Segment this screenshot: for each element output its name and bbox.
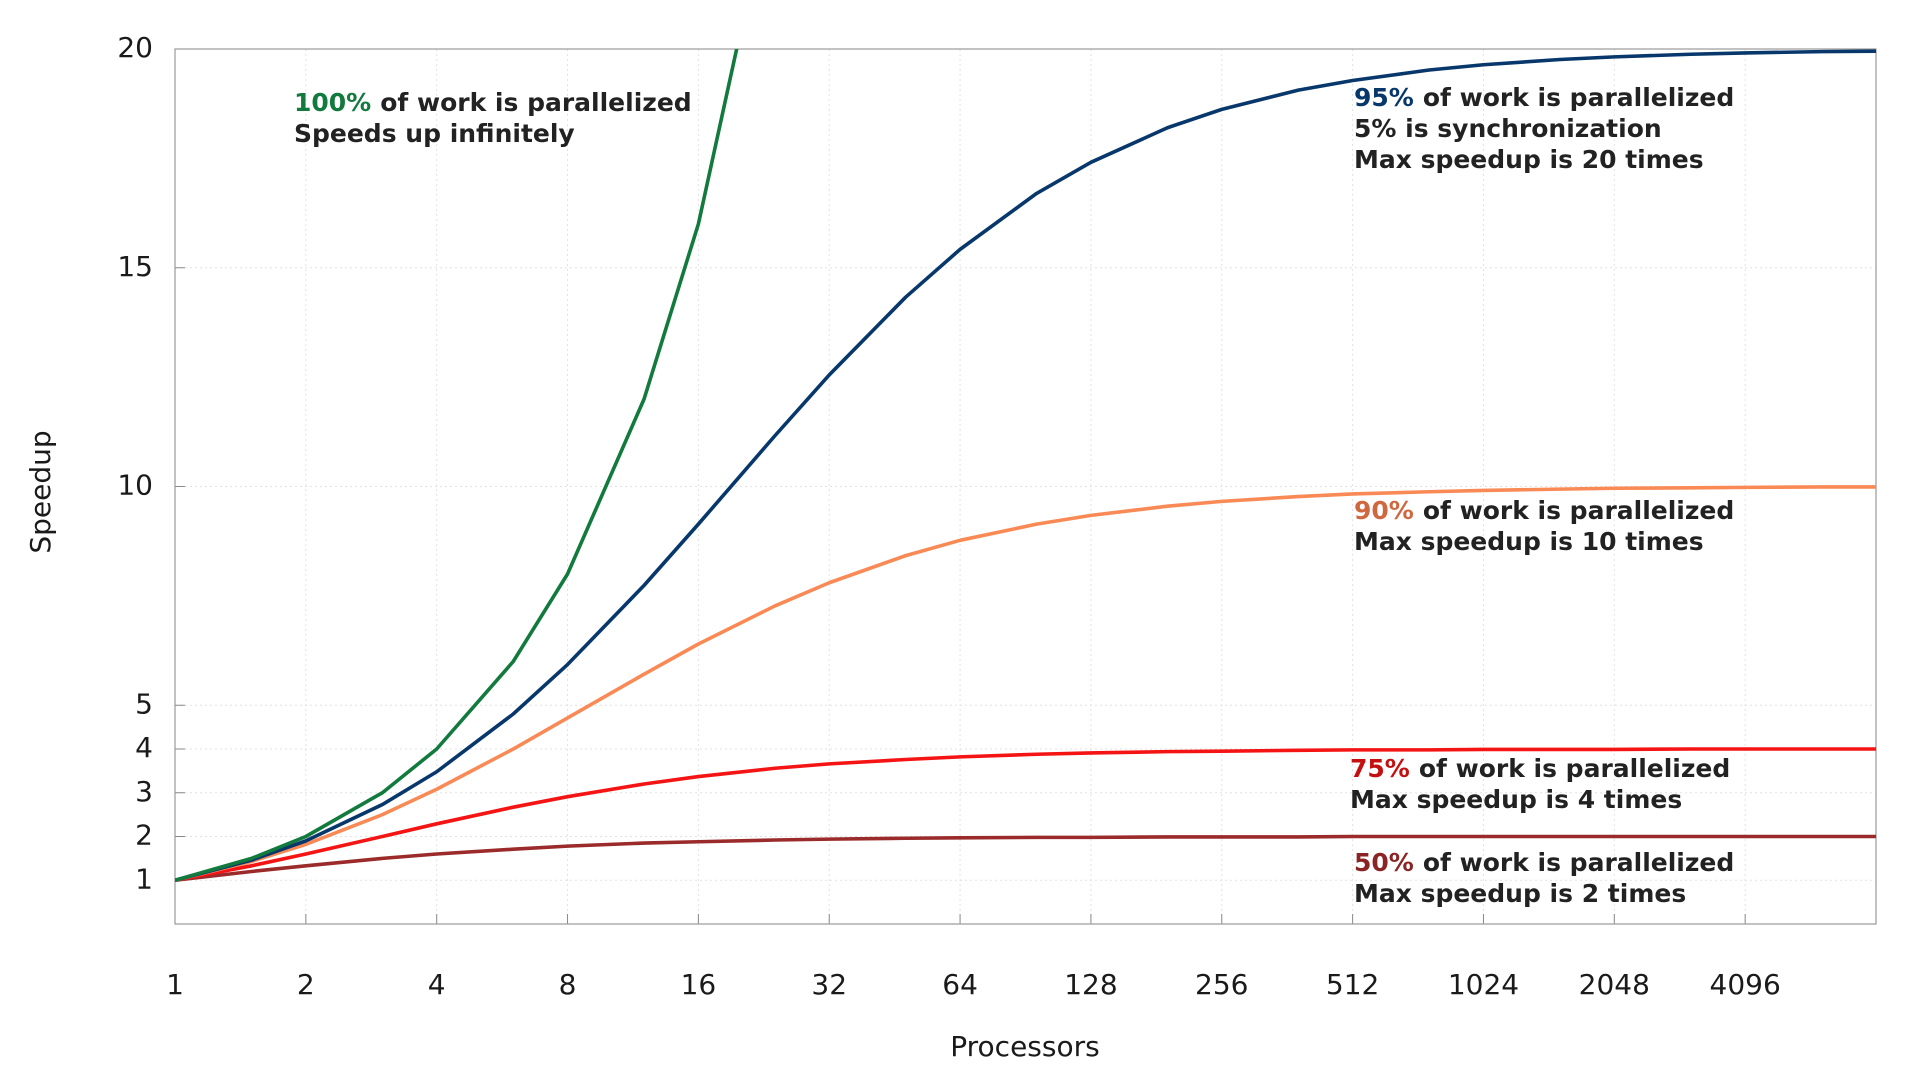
x-tick-label: 1024 bbox=[1448, 968, 1519, 1001]
x-tick-label: 16 bbox=[681, 968, 717, 1001]
y-tick-label: 3 bbox=[135, 775, 153, 808]
annotation: 75% of work is parallelized bbox=[1350, 754, 1730, 783]
annotation-text: of work is parallelized bbox=[1423, 83, 1734, 112]
annotation-highlight: 90% bbox=[1354, 496, 1414, 525]
annotation: Max speedup is 20 times bbox=[1354, 145, 1704, 174]
x-tick-label: 2 bbox=[297, 968, 315, 1001]
annotation-text: of work is parallelized bbox=[1423, 496, 1734, 525]
x-tick-label: 256 bbox=[1195, 968, 1248, 1001]
annotation-text: of work is parallelized bbox=[1423, 848, 1734, 877]
x-axis-label: Processors bbox=[950, 1030, 1099, 1063]
annotation: Max speedup is 10 times bbox=[1354, 527, 1704, 556]
series-line bbox=[175, 485, 1876, 882]
x-tick-label: 4 bbox=[428, 968, 446, 1001]
annotation: 5% is synchronization bbox=[1354, 114, 1662, 143]
y-tick-label: 2 bbox=[135, 819, 153, 852]
annotation-highlight: 75% bbox=[1350, 754, 1410, 783]
y-tick-label: 5 bbox=[135, 687, 153, 720]
x-tick-label: 8 bbox=[559, 968, 577, 1001]
annotation: Speeds up infinitely bbox=[294, 119, 575, 148]
y-tick-label: 10 bbox=[117, 469, 153, 502]
series-line bbox=[175, 49, 739, 882]
annotation: 50% of work is parallelized bbox=[1354, 848, 1734, 877]
annotation-text: of work is parallelized bbox=[1419, 754, 1730, 783]
y-tick-label: 4 bbox=[135, 731, 153, 764]
x-tick-label: 128 bbox=[1064, 968, 1117, 1001]
annotation: 90% of work is parallelized bbox=[1354, 496, 1734, 525]
annotation-highlight: 95% bbox=[1354, 83, 1414, 112]
y-tick-label: 20 bbox=[117, 31, 153, 64]
annotation: Max speedup is 2 times bbox=[1354, 879, 1686, 908]
annotation-highlight: 100% bbox=[294, 88, 371, 117]
annotation-highlight: 50% bbox=[1354, 848, 1414, 877]
x-tick-label: 64 bbox=[942, 968, 978, 1001]
x-tick-label: 4096 bbox=[1710, 968, 1781, 1001]
annotation: Max speedup is 4 times bbox=[1350, 785, 1682, 814]
y-tick-label: 1 bbox=[135, 862, 153, 895]
annotation-text: of work is parallelized bbox=[380, 88, 691, 117]
x-tick-label: 2048 bbox=[1579, 968, 1650, 1001]
series-line bbox=[175, 49, 1876, 882]
x-tick-label: 512 bbox=[1326, 968, 1379, 1001]
x-tick-label: 1 bbox=[166, 968, 184, 1001]
annotation: 100% of work is parallelized bbox=[294, 88, 692, 117]
x-tick-label: 32 bbox=[811, 968, 847, 1001]
annotation: 95% of work is parallelized bbox=[1354, 83, 1734, 112]
y-axis-label: Speedup bbox=[24, 430, 57, 553]
y-tick-label: 15 bbox=[117, 250, 153, 283]
series-line bbox=[175, 747, 1876, 883]
series-line bbox=[175, 834, 1876, 883]
